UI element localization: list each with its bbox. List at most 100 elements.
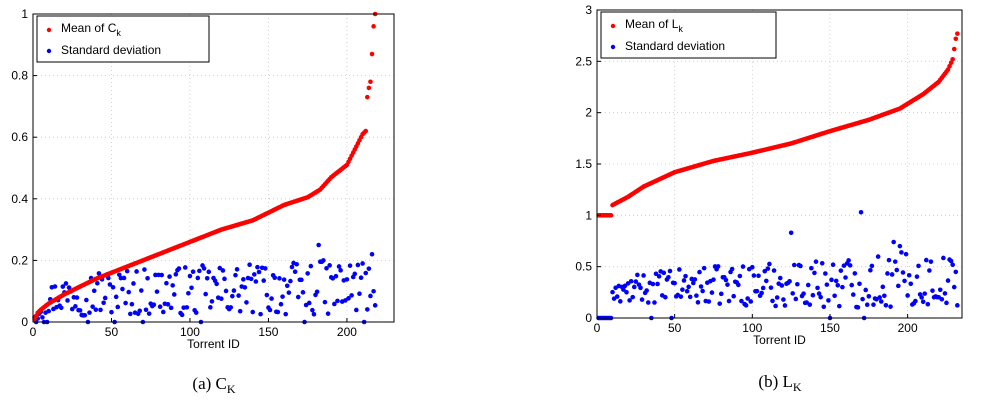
std-point	[145, 275, 150, 281]
mean-point	[947, 63, 952, 69]
std-point	[928, 259, 934, 264]
std-point	[204, 276, 210, 281]
std-point	[93, 307, 99, 312]
mean-point	[366, 85, 372, 91]
std-point	[65, 298, 70, 303]
std-point	[371, 288, 376, 294]
std-point	[69, 306, 75, 312]
std-point	[322, 299, 328, 305]
std-point	[697, 269, 702, 275]
std-point	[941, 255, 946, 261]
std-point	[677, 267, 682, 272]
std-point	[256, 269, 262, 275]
std-point	[914, 274, 920, 279]
std-point	[652, 300, 657, 305]
std-point	[137, 308, 143, 314]
axes	[596, 9, 963, 319]
std-point	[725, 282, 730, 287]
std-point	[300, 290, 306, 295]
std-point	[869, 263, 875, 269]
std-point	[908, 281, 914, 287]
std-point	[760, 285, 766, 291]
legend-box	[600, 11, 777, 59]
std-point	[847, 263, 853, 268]
std-point	[638, 285, 643, 291]
caption-main: (a) C	[192, 374, 226, 393]
std-point	[942, 291, 948, 296]
std-point	[346, 296, 351, 301]
mean-point	[371, 24, 376, 29]
std-point	[818, 294, 823, 300]
std-point	[357, 291, 362, 297]
std-point	[877, 295, 882, 300]
std-point	[690, 280, 696, 286]
legend-entry-mean: Mean of Ck	[61, 21, 121, 38]
std-point	[311, 312, 317, 317]
data-points	[596, 31, 960, 321]
std-point	[233, 272, 238, 278]
std-point	[781, 297, 786, 302]
std-point	[146, 311, 152, 316]
std-point	[711, 277, 716, 282]
std-point	[90, 304, 95, 309]
std-point	[281, 277, 287, 282]
std-point	[223, 288, 229, 294]
x-tick-label: 100	[742, 321, 762, 335]
std-point	[284, 283, 290, 289]
std-point	[770, 298, 775, 304]
std-point	[939, 296, 945, 302]
std-point	[280, 294, 285, 299]
y-tick-label: 1.5	[575, 157, 592, 171]
std-point	[779, 283, 785, 288]
std-point	[866, 294, 872, 299]
std-point	[762, 268, 768, 274]
std-point	[368, 293, 373, 299]
std-point	[203, 291, 208, 297]
legend-entry-std: Standard deviation	[61, 43, 161, 57]
caption-sub: K	[793, 380, 802, 394]
std-point	[299, 277, 304, 283]
std-point	[888, 304, 893, 309]
std-point	[622, 283, 628, 289]
std-point	[157, 304, 163, 310]
mean-point	[369, 51, 375, 57]
std-point	[829, 277, 834, 283]
std-point	[102, 295, 108, 301]
std-point	[244, 300, 249, 305]
std-point	[352, 271, 358, 277]
std-point	[883, 302, 889, 308]
y-tick-label: 0	[585, 311, 592, 325]
std-point	[159, 272, 165, 278]
legend-entry-std: Standard deviation	[625, 39, 725, 53]
std-point	[894, 267, 900, 273]
std-point	[630, 294, 636, 300]
std-point	[201, 266, 207, 271]
std-point	[66, 285, 72, 290]
std-point	[358, 275, 364, 281]
mean-point	[363, 128, 369, 134]
std-point	[272, 275, 278, 281]
std-point	[73, 304, 78, 309]
std-point	[684, 288, 690, 294]
std-point	[101, 300, 106, 306]
std-point	[142, 267, 147, 272]
std-point	[751, 273, 757, 278]
std-point	[903, 251, 909, 257]
std-point	[236, 293, 241, 298]
legend: Mean of Lk Standard deviation	[600, 11, 777, 59]
mean-point	[951, 46, 957, 52]
std-point	[134, 269, 139, 274]
std-point	[360, 261, 365, 266]
mean-point	[950, 56, 955, 62]
std-point	[944, 300, 949, 306]
std-point	[195, 275, 201, 281]
mean-point	[945, 67, 951, 72]
std-point	[951, 284, 957, 290]
mean-point	[953, 36, 959, 42]
std-point	[179, 312, 185, 318]
std-point	[154, 289, 160, 294]
std-point	[765, 266, 771, 271]
std-point	[237, 308, 243, 314]
std-point	[129, 301, 135, 307]
std-point	[759, 290, 764, 296]
